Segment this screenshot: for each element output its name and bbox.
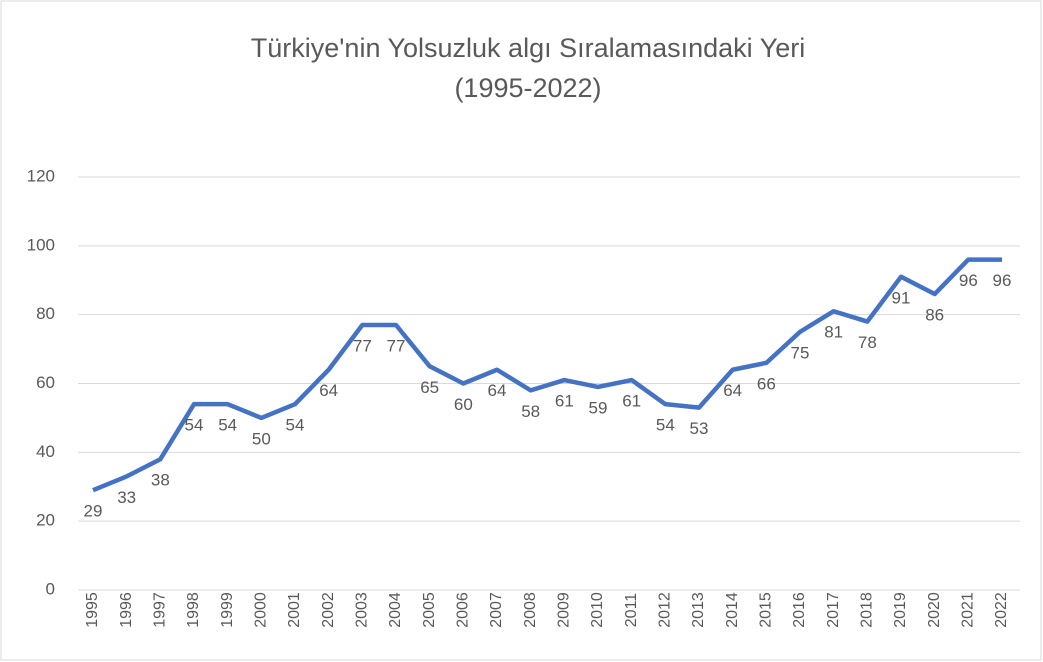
data-label: 60 (454, 395, 473, 414)
x-tick-label: 2016 (791, 592, 808, 628)
y-tick-label: 80 (36, 304, 55, 323)
data-label: 54 (218, 416, 237, 435)
x-tick-label: 2022 (993, 592, 1010, 628)
x-tick-label: 2002 (320, 592, 337, 628)
data-label: 66 (757, 374, 776, 393)
x-tick-label: 2005 (421, 592, 438, 628)
x-tick-label: 2003 (354, 592, 371, 628)
y-tick-label: 40 (36, 442, 55, 461)
data-label: 96 (993, 271, 1012, 290)
chart-title: Türkiye'nin Yolsuzluk algı Sıralamasında… (251, 33, 805, 63)
x-tick-label: 2021 (960, 592, 977, 628)
y-tick-label: 0 (46, 579, 55, 598)
data-label: 91 (892, 288, 911, 307)
x-tick-label: 2018 (859, 592, 876, 628)
data-label: 53 (690, 419, 709, 438)
data-label: 58 (521, 402, 540, 421)
data-label: 64 (723, 381, 742, 400)
x-tick-label: 2000 (253, 592, 270, 628)
data-label: 86 (925, 306, 944, 325)
data-label: 81 (824, 323, 843, 342)
x-tick-label: 2017 (825, 592, 842, 628)
data-label: 61 (622, 392, 641, 411)
x-tick-label: 2010 (589, 592, 606, 628)
x-tick-label: 2001 (286, 592, 303, 628)
data-label: 77 (353, 336, 372, 355)
y-tick-label: 120 (27, 166, 55, 185)
x-tick-label: 2004 (387, 592, 404, 628)
x-tick-label: 2009 (556, 592, 573, 628)
x-tick-label: 2012 (657, 592, 674, 628)
data-label: 59 (589, 398, 608, 417)
data-line (92, 257, 1002, 493)
data-label: 33 (117, 488, 136, 507)
x-tick-label: 2019 (892, 592, 909, 628)
x-tick-label: 2008 (522, 592, 539, 628)
data-label: 77 (387, 336, 406, 355)
x-tick-label: 1996 (118, 592, 135, 628)
data-label: 54 (185, 416, 204, 435)
data-label: 96 (959, 271, 978, 290)
data-label: 64 (319, 381, 338, 400)
data-label: 75 (791, 343, 810, 362)
x-tick-label: 2013 (690, 592, 707, 628)
x-tick-label: 2015 (758, 592, 775, 628)
data-label: 38 (151, 471, 170, 490)
y-tick-label: 60 (36, 373, 55, 392)
data-label: 61 (555, 392, 574, 411)
x-tick-label: 2007 (488, 592, 505, 628)
y-tick-label: 20 (36, 511, 55, 530)
data-label: 54 (286, 416, 305, 435)
x-tick-label: 1997 (152, 592, 169, 628)
data-label: 29 (84, 502, 103, 521)
x-tick-label: 1999 (219, 592, 236, 628)
chart-subtitle: (1995-2022) (454, 73, 601, 103)
data-label: 50 (252, 429, 271, 448)
y-tick-label: 100 (27, 235, 55, 254)
x-tick-label: 2011 (623, 593, 640, 628)
x-tick-label: 2006 (455, 592, 472, 628)
x-tick-label: 2014 (724, 592, 741, 628)
data-label: 65 (420, 378, 439, 397)
data-label: 78 (858, 333, 877, 352)
x-tick-label: 1995 (84, 592, 101, 628)
data-label: 64 (488, 381, 507, 400)
x-tick-label: 1998 (185, 592, 202, 628)
x-tick-label: 2020 (926, 592, 943, 628)
data-label: 54 (656, 416, 675, 435)
